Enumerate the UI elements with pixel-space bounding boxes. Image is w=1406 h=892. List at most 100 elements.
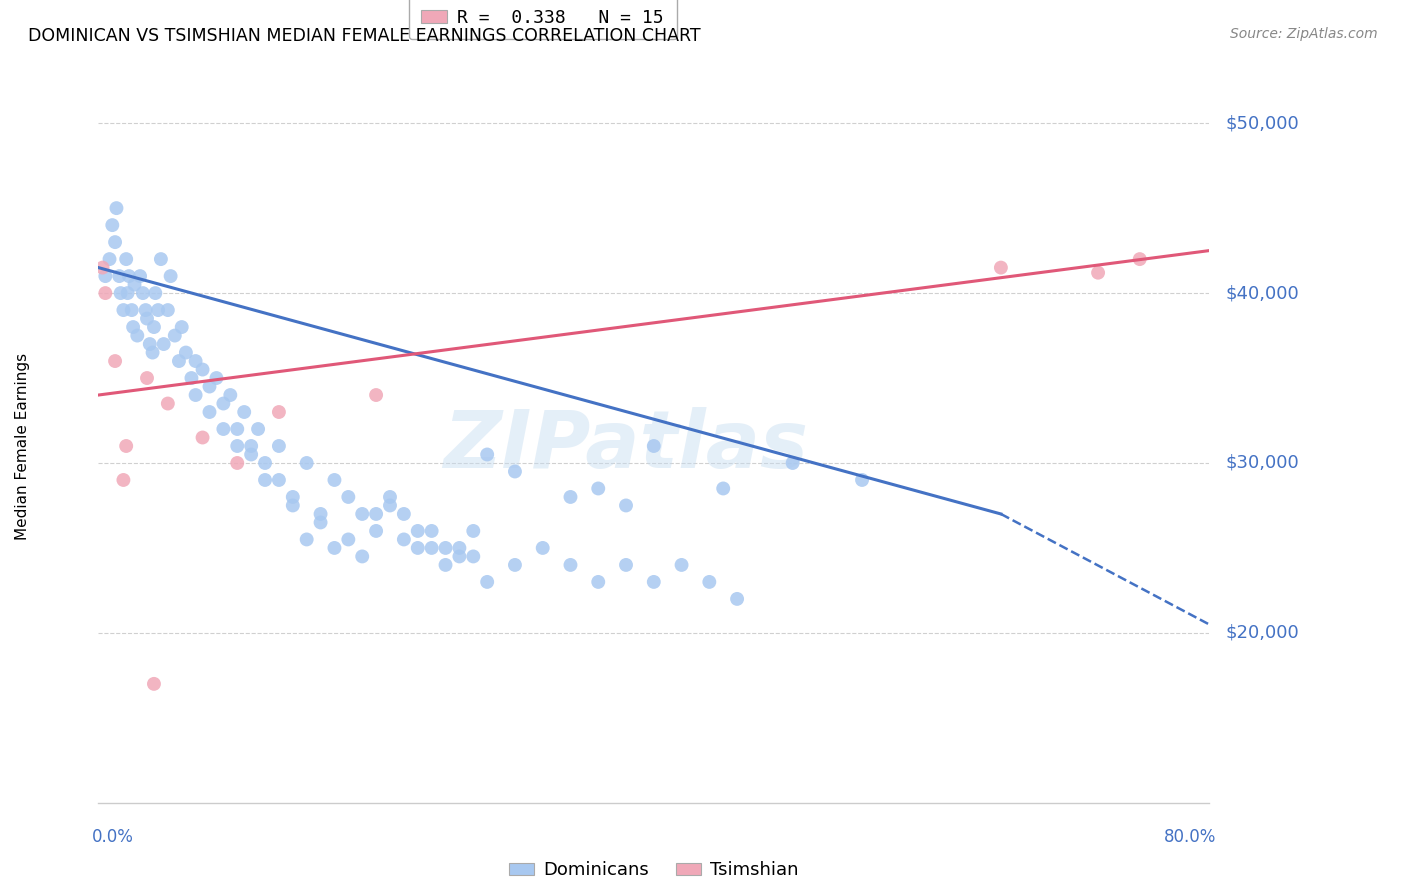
Text: 80.0%: 80.0% bbox=[1164, 829, 1216, 847]
Point bbox=[366, 388, 388, 402]
Point bbox=[531, 541, 554, 555]
Point bbox=[233, 405, 256, 419]
Point bbox=[135, 303, 157, 318]
Point bbox=[124, 277, 146, 292]
Point bbox=[406, 524, 429, 538]
Point bbox=[132, 286, 155, 301]
Point bbox=[127, 328, 149, 343]
Point bbox=[180, 371, 202, 385]
Point bbox=[94, 286, 117, 301]
Point bbox=[392, 533, 415, 547]
Point bbox=[191, 362, 214, 376]
Point bbox=[449, 541, 471, 555]
Point bbox=[184, 388, 207, 402]
Point bbox=[117, 286, 139, 301]
Text: 0.0%: 0.0% bbox=[91, 829, 134, 847]
Point bbox=[643, 574, 665, 589]
Point bbox=[143, 286, 166, 301]
Point bbox=[323, 473, 346, 487]
Point bbox=[136, 371, 159, 385]
Point bbox=[990, 260, 1012, 275]
Point bbox=[219, 388, 242, 402]
Point bbox=[295, 456, 318, 470]
Point bbox=[309, 507, 332, 521]
Point bbox=[121, 303, 143, 318]
Point bbox=[170, 320, 193, 334]
Point bbox=[110, 286, 132, 301]
Point bbox=[449, 549, 471, 564]
Point bbox=[267, 405, 290, 419]
Point bbox=[434, 541, 457, 555]
Point bbox=[212, 422, 235, 436]
Point bbox=[156, 396, 179, 410]
Point bbox=[142, 345, 165, 359]
Point bbox=[94, 269, 117, 284]
Point bbox=[247, 422, 270, 436]
Point bbox=[503, 465, 526, 479]
Point bbox=[463, 524, 485, 538]
Point bbox=[392, 507, 415, 521]
Point bbox=[112, 303, 135, 318]
Point bbox=[198, 405, 221, 419]
Point bbox=[240, 439, 263, 453]
Point bbox=[152, 337, 174, 351]
Point bbox=[240, 448, 263, 462]
Point bbox=[267, 473, 290, 487]
Point bbox=[643, 439, 665, 453]
Point bbox=[115, 252, 138, 266]
Point bbox=[101, 218, 124, 232]
Point bbox=[366, 524, 388, 538]
Point bbox=[156, 303, 179, 318]
Point bbox=[699, 574, 721, 589]
Point bbox=[366, 507, 388, 521]
Point bbox=[184, 354, 207, 368]
Point bbox=[267, 439, 290, 453]
Point bbox=[378, 490, 401, 504]
Point bbox=[122, 320, 145, 334]
Point bbox=[614, 558, 637, 572]
Point bbox=[671, 558, 693, 572]
Text: DOMINICAN VS TSIMSHIAN MEDIAN FEMALE EARNINGS CORRELATION CHART: DOMINICAN VS TSIMSHIAN MEDIAN FEMALE EAR… bbox=[28, 27, 700, 45]
Text: $30,000: $30,000 bbox=[1226, 454, 1299, 472]
Point bbox=[159, 269, 181, 284]
Point bbox=[1087, 266, 1109, 280]
Point bbox=[295, 533, 318, 547]
Point bbox=[434, 558, 457, 572]
Point bbox=[163, 328, 186, 343]
Point bbox=[378, 499, 401, 513]
Point bbox=[254, 456, 277, 470]
Point bbox=[560, 558, 582, 572]
Point bbox=[112, 473, 135, 487]
Point bbox=[149, 252, 172, 266]
Point bbox=[191, 430, 214, 444]
Point bbox=[588, 574, 610, 589]
Point bbox=[167, 354, 190, 368]
Point bbox=[725, 591, 748, 606]
Point bbox=[104, 354, 127, 368]
Point bbox=[115, 439, 138, 453]
Point bbox=[98, 252, 121, 266]
Text: ZIPatlas: ZIPatlas bbox=[443, 407, 808, 485]
Point bbox=[711, 482, 734, 496]
Point bbox=[420, 524, 443, 538]
Point bbox=[560, 490, 582, 504]
Point bbox=[91, 260, 114, 275]
Point bbox=[104, 235, 127, 249]
Point bbox=[475, 448, 499, 462]
Point bbox=[174, 345, 197, 359]
Point bbox=[108, 269, 131, 284]
Point bbox=[205, 371, 228, 385]
Point bbox=[614, 499, 637, 513]
Point bbox=[198, 379, 221, 393]
Point bbox=[323, 541, 346, 555]
Text: Median Female Earnings: Median Female Earnings bbox=[14, 352, 30, 540]
Text: Source: ZipAtlas.com: Source: ZipAtlas.com bbox=[1230, 27, 1378, 41]
Point bbox=[851, 473, 873, 487]
Point bbox=[337, 533, 360, 547]
Point bbox=[226, 439, 249, 453]
Point bbox=[1129, 252, 1152, 266]
Point bbox=[139, 337, 162, 351]
Point bbox=[105, 201, 128, 215]
Point bbox=[226, 422, 249, 436]
Point bbox=[352, 549, 374, 564]
